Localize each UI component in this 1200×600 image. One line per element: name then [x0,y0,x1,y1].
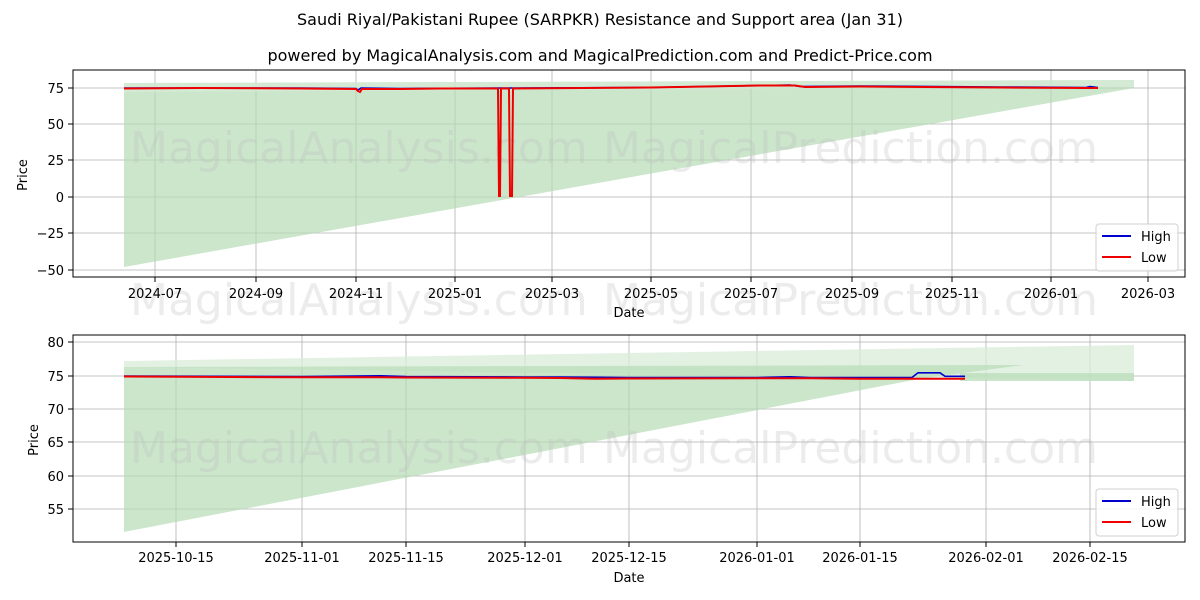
top-legend: High Low [1095,223,1179,272]
bottom-low-line [123,375,965,380]
top-y-tick-labels: 75 50 25 0 −25 −50 [37,82,64,279]
bottom-x-axis-label: Date [613,571,644,586]
watermark-analysis-2: MagicalAnalysis.com [130,275,588,326]
svg-text:2025-12-01: 2025-12-01 [487,551,563,566]
svg-text:−25: −25 [37,227,64,242]
watermark-prediction: MagicalPrediction.com [603,123,1098,174]
top-x-tick-labels: 2024-07 2024-09 2024-11 2025-01 2025-03 … [128,287,1175,302]
svg-text:2025-05: 2025-05 [624,287,678,302]
top-axes-frame [72,69,1186,278]
top-chart: MagicalAnalysis.com MagicalPrediction.co… [16,69,1186,326]
watermark-prediction-2: MagicalPrediction.com [603,275,1098,326]
watermark-analysis: MagicalAnalysis.com [130,123,588,174]
svg-text:−50: −50 [37,264,64,279]
svg-text:2025-11: 2025-11 [925,287,979,302]
watermark-prediction-3: MagicalPrediction.com [603,423,1098,474]
top-y-axis-label: Price [16,159,31,191]
svg-text:60: 60 [47,470,64,485]
chart-subtitle: powered by MagicalAnalysis.com and Magic… [267,46,933,65]
svg-text:50: 50 [47,118,64,133]
svg-text:65: 65 [47,436,64,451]
svg-text:55: 55 [47,503,64,518]
svg-text:2026-01-01: 2026-01-01 [719,551,795,566]
watermark-analysis-3: MagicalAnalysis.com [130,423,588,474]
svg-text:70: 70 [47,403,64,418]
svg-text:2025-03: 2025-03 [525,287,579,302]
svg-text:80: 80 [47,336,64,351]
chart-title: Saudi Riyal/Pakistani Rupee (SARPKR) Res… [297,10,903,29]
top-low-line [123,84,1098,197]
legend-low-label: Low [1141,251,1167,266]
svg-text:2025-07: 2025-07 [724,287,778,302]
svg-text:0: 0 [56,191,64,206]
svg-text:2025-11-15: 2025-11-15 [368,551,444,566]
svg-text:2025-01: 2025-01 [428,287,482,302]
svg-text:2024-09: 2024-09 [229,287,283,302]
legend-high-label: High [1141,230,1171,245]
bottom-support-band [124,365,1024,532]
bottom-legend: High Low [1095,488,1179,537]
svg-text:2025-10-15: 2025-10-15 [138,551,214,566]
svg-text:2025-12-15: 2025-12-15 [591,551,667,566]
legend-low-label-2: Low [1141,516,1167,531]
top-x-axis-label: Date [613,306,644,321]
bottom-high-line [123,371,965,379]
svg-text:2026-02-01: 2026-02-01 [948,551,1024,566]
bottom-y-tick-labels: 80 75 70 65 60 55 [47,336,64,518]
svg-text:25: 25 [47,154,64,169]
svg-text:2025-09: 2025-09 [825,287,879,302]
bottom-current-band [960,373,1134,381]
legend-high-label-2: High [1141,495,1171,510]
bottom-y-axis-label: Price [27,424,42,456]
svg-text:75: 75 [47,82,64,97]
svg-text:75: 75 [47,370,64,385]
svg-text:2026-01-15: 2026-01-15 [822,551,898,566]
bottom-x-tick-labels: 2025-10-15 2025-11-01 2025-11-15 2025-12… [138,551,1128,566]
svg-text:2025-11-01: 2025-11-01 [264,551,340,566]
svg-text:2026-02-15: 2026-02-15 [1052,551,1128,566]
bottom-chart: MagicalAnalysis.com MagicalPrediction.co… [27,334,1186,586]
svg-text:2024-07: 2024-07 [128,287,182,302]
svg-text:2026-01: 2026-01 [1024,287,1078,302]
svg-text:2026-03: 2026-03 [1121,287,1175,302]
top-support-resistance-band [124,80,1134,267]
svg-text:2024-11: 2024-11 [329,287,383,302]
